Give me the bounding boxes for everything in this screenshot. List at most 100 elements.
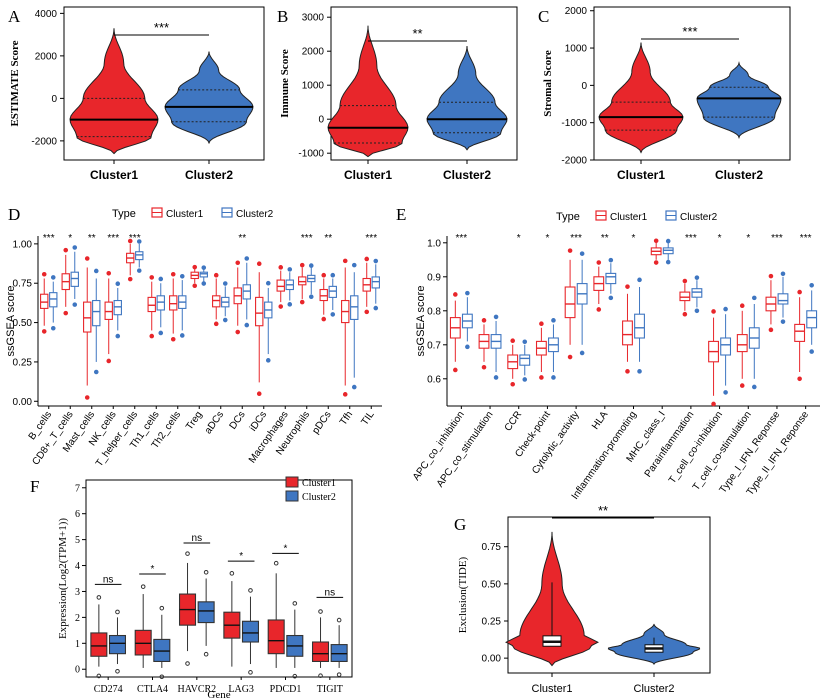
y-tick-label: 0: [318, 115, 324, 126]
outlier-point: [739, 303, 745, 309]
x-tick-label: DCs: [228, 409, 248, 431]
outlier-point: [115, 609, 120, 615]
outlier-point: [682, 311, 688, 317]
y-tick-label: 7: [75, 483, 80, 494]
outlier-point: [351, 262, 357, 268]
outlier-point: [93, 369, 99, 375]
plot-frame: [63, 6, 265, 161]
y-tick-label: 4: [75, 561, 80, 572]
y-tick-label: 0.50: [482, 579, 502, 590]
y-tick-label: 1: [75, 639, 80, 650]
box-cluster2: [371, 276, 380, 289]
outlier-point: [608, 257, 614, 263]
y-tick-label: 2000: [35, 51, 58, 62]
outlier-point: [256, 391, 262, 397]
outlier-point: [278, 265, 284, 270]
box-cluster2: [92, 299, 101, 327]
significance-label: *: [517, 233, 521, 244]
box-cluster1: [169, 295, 178, 311]
outlier-point: [321, 316, 327, 322]
outlier-point: [84, 395, 90, 400]
outlier-point: [278, 304, 284, 309]
outlier-point: [106, 358, 112, 364]
box-cluster2: [777, 293, 789, 305]
x-tick-label: Cluster2: [443, 168, 491, 182]
outlier-point: [780, 319, 786, 324]
y-axis-label: Stromal Score: [542, 50, 554, 117]
violin-cluster1: [69, 28, 159, 155]
x-tick-label: PDCD1: [270, 684, 302, 695]
outlier-point: [63, 247, 69, 253]
panel-letter: D: [8, 205, 20, 224]
outlier-point: [665, 238, 671, 244]
panel-letter: G: [454, 515, 466, 534]
outlier-point: [248, 588, 253, 593]
outlier-point: [373, 305, 379, 311]
y-tick-label: 2000: [565, 6, 588, 17]
legend-title: Type: [556, 211, 580, 223]
outlier-point: [185, 551, 190, 556]
outlier-point: [481, 318, 487, 323]
panel-g: G 0.00 0.25 0.50 0.75 Exclusion(TIDE) Cluster1…: [454, 503, 711, 695]
significance-label: *: [545, 233, 549, 244]
x-tick-label: T_cell_co-inhibition: [667, 409, 725, 485]
x-axis-label: Gene: [207, 689, 230, 699]
outlier-point: [136, 239, 142, 244]
outlier-point: [465, 290, 470, 296]
x-tick-label: Cluster1: [532, 683, 573, 695]
outlier-point: [127, 238, 133, 244]
y-tick-label: 6: [75, 509, 80, 520]
y-tick-label: 0.7: [427, 340, 441, 351]
box-cluster1: [679, 291, 691, 302]
significance-label: ns: [192, 533, 203, 544]
outlier-point: [625, 369, 630, 374]
outlier-point: [539, 321, 544, 327]
significance-label: **: [598, 503, 608, 518]
y-tick-label: -1000: [561, 118, 587, 129]
y-tick-label: -1000: [298, 149, 324, 160]
outlier-point: [203, 651, 209, 657]
significance-label: *: [68, 233, 72, 244]
box-cluster2: [241, 620, 260, 643]
outlier-point: [50, 325, 56, 331]
box-cluster2: [350, 295, 359, 320]
box-cluster1: [104, 301, 113, 320]
outlier-point: [213, 272, 219, 278]
outlier-point: [235, 260, 241, 266]
box-cluster2: [519, 354, 531, 366]
box-cluster2: [135, 251, 144, 261]
outlier-point: [229, 571, 235, 576]
outlier-point: [510, 381, 516, 387]
outlier-point: [170, 271, 176, 277]
plot-frame: [330, 6, 518, 161]
outlier-point: [192, 283, 198, 289]
legend-label: Cluster2: [302, 492, 336, 503]
outlier-point: [179, 333, 185, 338]
y-tick-label: 1000: [302, 81, 325, 92]
outlier-point: [201, 265, 207, 270]
outlier-point: [159, 674, 165, 680]
box-cluster2: [113, 299, 122, 316]
outlier-point: [453, 367, 458, 373]
box-cluster2: [605, 272, 617, 285]
x-tick-label: Treg: [184, 409, 205, 432]
outlier-point: [711, 401, 716, 407]
plot-frame: [593, 6, 791, 161]
outlier-point: [797, 289, 802, 295]
y-axis-label: ssGSEA score: [415, 286, 427, 357]
y-tick-label: 3: [75, 587, 80, 598]
outlier-point: [299, 299, 305, 305]
box-cluster1: [319, 288, 328, 302]
panel-letter: F: [30, 477, 39, 496]
outlier-point: [170, 336, 176, 342]
y-tick-label: 0.9: [427, 272, 441, 283]
significance-label: ***: [456, 233, 468, 244]
outlier-point: [63, 310, 69, 316]
outlier-point: [273, 560, 279, 566]
outlier-point: [50, 275, 56, 280]
outlier-point: [336, 617, 342, 623]
outlier-point: [213, 321, 219, 327]
outlier-point: [321, 272, 327, 278]
y-tick-label: -2000: [31, 136, 57, 147]
panel-letter: B: [277, 7, 288, 26]
